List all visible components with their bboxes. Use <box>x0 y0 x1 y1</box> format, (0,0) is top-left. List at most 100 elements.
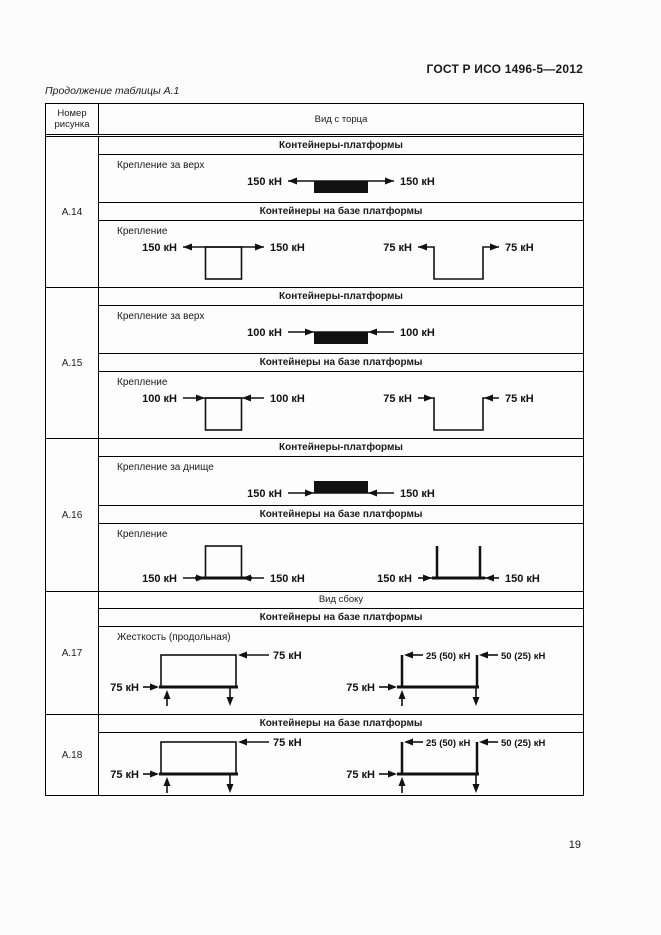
force-arrow-bottom <box>378 770 397 778</box>
lashing-block <box>314 181 368 193</box>
container-outline <box>160 654 237 688</box>
channel-outline <box>418 397 499 431</box>
force-label: 150 кН <box>377 573 412 585</box>
section-top-lashing: Крепление за верх 150 кН 150 кН <box>99 155 583 203</box>
section-top-lashing: Крепление за днище 150 кН 150 кН <box>99 457 583 506</box>
arrowhead-right <box>423 574 432 582</box>
force-label: 75 кН <box>346 682 375 694</box>
arrowhead-left <box>242 394 251 402</box>
reaction-arrow-down <box>226 688 234 706</box>
section-label: Крепление <box>117 529 168 540</box>
arrowhead-right <box>305 489 314 497</box>
section-rigidity: 75 кН 75 кН <box>99 733 583 795</box>
force-label: 75 кН <box>505 242 534 254</box>
header-figure-number-line2: рисунка <box>54 119 90 130</box>
arrowhead-right <box>387 770 397 778</box>
force-label: 75 кН <box>273 650 302 662</box>
arrowhead-left <box>368 328 377 336</box>
container-outline <box>204 246 243 280</box>
force-arrow-top <box>238 651 269 659</box>
table-row-a17: А.17 Вид сбоку Контейнеры на базе платфо… <box>46 592 583 715</box>
arrowhead-right <box>385 177 394 185</box>
page-number: 19 <box>568 839 581 851</box>
sideview-posts-diagram: 25 (50) кН 50 (25) кН 75 кН <box>346 651 545 706</box>
reaction-arrow-up <box>163 777 171 793</box>
arrowhead-down <box>226 784 234 793</box>
force-label: 75 кН <box>110 682 139 694</box>
header-cell-view: Вид с торца <box>99 104 583 134</box>
band-platform-containers: Контейнеры-платформы <box>99 439 583 457</box>
arrowhead-right <box>387 683 397 691</box>
force-label: 75 кН <box>273 737 302 749</box>
figure-table: Номер рисунка Вид с торца А.14 Контейнер… <box>45 103 584 796</box>
arrowhead-right <box>150 683 159 691</box>
arrowhead-right <box>150 770 159 778</box>
lashing-bar-diagram-outward: 150 кН 150 кН <box>247 176 435 193</box>
force-label: 75 кН <box>110 769 139 781</box>
arrowhead-down <box>472 784 480 793</box>
arrowhead-left <box>403 651 413 659</box>
force-label: 150 кН <box>247 488 282 500</box>
arrowhead-up <box>398 777 406 786</box>
force-arrow-bottom <box>378 683 397 691</box>
arrowhead-left <box>403 738 413 746</box>
lashing-bar-diagram-inward: 100 кН 100 кН <box>247 327 435 344</box>
arrowhead-right <box>196 394 205 402</box>
force-label: 100 кН <box>247 327 282 339</box>
reaction-arrow-down <box>472 775 480 793</box>
force-label: 25 (50) кН <box>426 651 470 662</box>
section-rigidity: Жесткость (продольная) 75 кН 75 кН <box>99 627 583 714</box>
force-label: 150 кН <box>505 573 540 585</box>
arrowhead-right <box>305 328 314 336</box>
force-label: 150 кН <box>142 573 177 585</box>
force-label: 100 кН <box>400 327 435 339</box>
force-arrow-top-right <box>478 651 498 659</box>
figure-number-a16: А.16 <box>46 439 99 591</box>
table-row-a15: А.15 Контейнеры-платформы Крепление за в… <box>46 288 583 439</box>
section-label: Крепление за днище <box>117 462 214 473</box>
band-platform-based-containers: Контейнеры на базе платформы <box>99 715 583 733</box>
reaction-arrow-down <box>226 775 234 793</box>
band-side-view: Вид сбоку <box>99 592 583 609</box>
section-label: Крепление за верх <box>117 311 205 322</box>
force-arrow-top <box>238 738 269 746</box>
arrowhead-left <box>478 738 488 746</box>
force-label: 100 кН <box>270 393 305 405</box>
sideview-rect-diagram: 75 кН 75 кН <box>110 650 302 706</box>
sideview-rect-diagram: 75 кН 75 кН <box>110 737 302 793</box>
force-label: 75 кН <box>505 393 534 405</box>
force-label: 100 кН <box>142 393 177 405</box>
force-arrow-bottom <box>143 683 159 691</box>
arrowhead-right <box>255 243 264 251</box>
figure-number-a17: А.17 <box>46 592 99 714</box>
posts-on-base-diagram: 150 кН 150 кН <box>377 546 540 585</box>
force-label: 150 кН <box>400 488 435 500</box>
band-platform-containers: Контейнеры-платформы <box>99 288 583 306</box>
table-row-a16: А.16 Контейнеры-платформы Крепление за д… <box>46 439 583 592</box>
force-label: 50 (25) кН <box>501 651 545 662</box>
section-top-lashing: Крепление за верх 100 кН 100 кН <box>99 306 583 354</box>
arrowhead-left <box>288 177 297 185</box>
table-caption: Продолжение таблицы А.1 <box>45 85 180 97</box>
arrowhead-up <box>398 690 406 699</box>
header-cell-figure-number: Номер рисунка <box>46 104 99 134</box>
force-arrow-top-right <box>478 738 498 746</box>
force-label: 150 кН <box>400 176 435 188</box>
section-bottom-lashing: Крепление 150 кН 150 кН <box>99 524 583 591</box>
section-label: Крепление за верх <box>117 160 205 171</box>
arrowhead-left <box>478 651 488 659</box>
arrowhead-left <box>238 651 247 659</box>
arrowhead-left <box>484 394 493 402</box>
arrowhead-left <box>485 574 494 582</box>
figure-number-a14: А.14 <box>46 137 99 287</box>
figure-number-a18: А.18 <box>46 715 99 795</box>
force-label: 150 кН <box>247 176 282 188</box>
container-outline <box>160 741 237 775</box>
force-label: 75 кН <box>346 769 375 781</box>
arrowhead-down <box>226 697 234 706</box>
arrowhead-up <box>163 777 171 786</box>
table-row-a14: А.14 Контейнеры-платформы Крепление за в… <box>46 137 583 288</box>
arrowhead-left <box>368 489 377 497</box>
header-figure-number-line1: Номер <box>57 108 87 119</box>
force-arrow <box>424 394 493 402</box>
